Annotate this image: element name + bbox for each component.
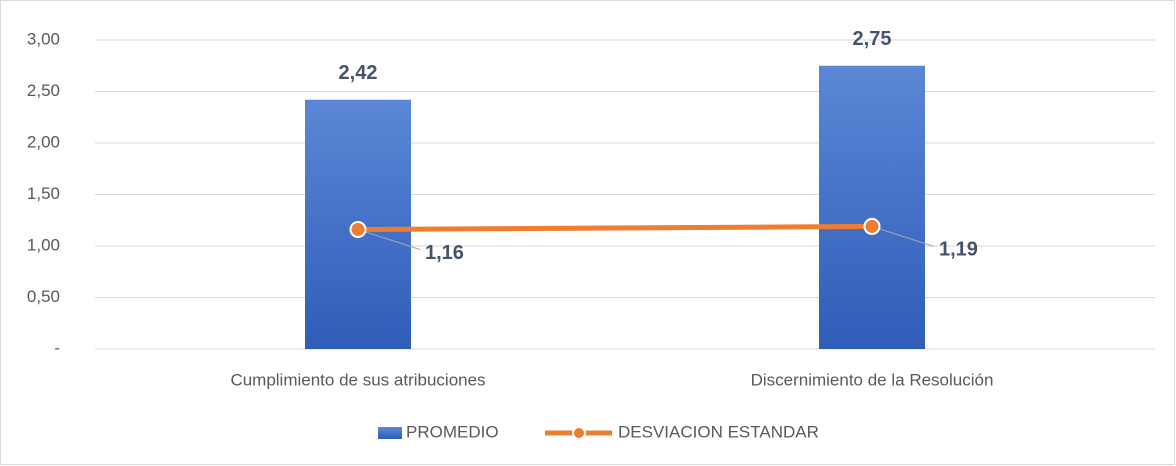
line-value-label: 1,16	[425, 242, 464, 264]
x-tick-label: Discernimiento de la Resolución	[751, 370, 994, 389]
line-value-label: 1,19	[939, 239, 978, 261]
line-marker	[863, 217, 881, 235]
leader-line	[357, 229, 421, 250]
legend-marker	[572, 426, 586, 440]
bar-value-label: 2,75	[853, 28, 892, 50]
x-tick-label: Cumplimiento de sus atribuciones	[230, 370, 485, 389]
line-marker	[349, 221, 367, 239]
y-tick-label: 1,50	[27, 184, 60, 203]
legend-label: PROMEDIO	[406, 422, 499, 441]
y-tick-label: 2,00	[27, 132, 60, 151]
legend-swatch	[378, 427, 402, 439]
leader-line	[871, 225, 935, 247]
y-tick-label: -	[54, 338, 60, 357]
y-tick-label: 1,00	[27, 235, 60, 254]
y-tick-label: 0,50	[27, 287, 60, 306]
y-tick-label: 2,50	[27, 81, 60, 100]
legend-label: DESVIACION ESTANDAR	[618, 422, 819, 441]
y-tick-label: 3,00	[27, 29, 60, 48]
line	[357, 223, 873, 233]
bar	[819, 65, 925, 349]
bar-value-label: 2,42	[339, 62, 378, 84]
